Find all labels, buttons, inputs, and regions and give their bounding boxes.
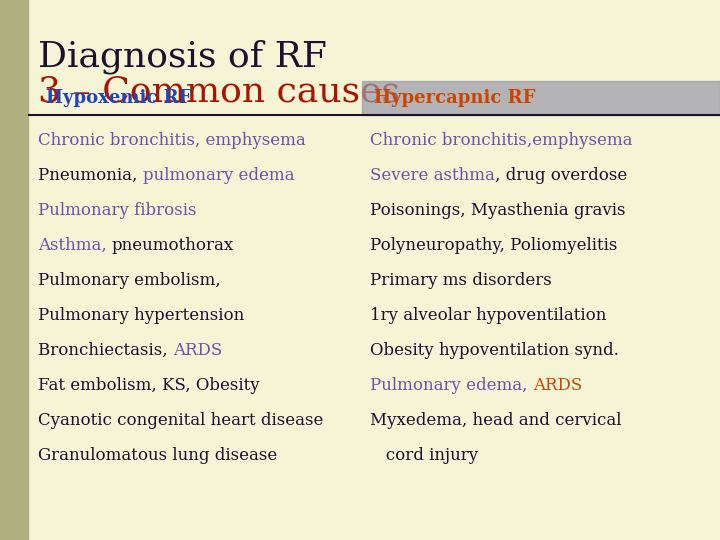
Text: Hypoxemic RF: Hypoxemic RF xyxy=(46,89,192,107)
Text: Poisonings, Myasthenia gravis: Poisonings, Myasthenia gravis xyxy=(370,202,626,219)
Text: Obesity hypoventilation synd.: Obesity hypoventilation synd. xyxy=(370,342,619,359)
Text: ARDS: ARDS xyxy=(173,342,222,359)
Text: Pulmonary fibrosis: Pulmonary fibrosis xyxy=(38,202,197,219)
Text: Bronchiectasis,: Bronchiectasis, xyxy=(38,342,173,359)
Text: Asthma,: Asthma, xyxy=(38,237,112,254)
Text: Severe asthma: Severe asthma xyxy=(370,167,495,184)
Text: 1ry alveolar hypoventilation: 1ry alveolar hypoventilation xyxy=(370,307,606,324)
Text: Granulomatous lung disease: Granulomatous lung disease xyxy=(38,447,277,464)
Text: Pulmonary embolism,: Pulmonary embolism, xyxy=(38,272,220,289)
Text: pulmonary edema: pulmonary edema xyxy=(143,167,294,184)
Text: ARDS: ARDS xyxy=(533,377,582,394)
Text: Chronic bronchitis, emphysema: Chronic bronchitis, emphysema xyxy=(38,132,306,149)
Text: Fat embolism, KS, Obesity: Fat embolism, KS, Obesity xyxy=(38,377,260,394)
Text: Pulmonary hypertension: Pulmonary hypertension xyxy=(38,307,244,324)
Text: 3 – Common causes: 3 – Common causes xyxy=(38,75,400,109)
Bar xyxy=(0,0,28,540)
Text: Primary ms disorders: Primary ms disorders xyxy=(370,272,552,289)
Text: Myxedema, head and cervical: Myxedema, head and cervical xyxy=(370,412,621,429)
Text: cord injury: cord injury xyxy=(370,447,478,464)
Text: Chronic bronchitis,emphysema: Chronic bronchitis,emphysema xyxy=(370,132,632,149)
Text: pneumothorax: pneumothorax xyxy=(112,237,234,254)
Text: Pneumonia,: Pneumonia, xyxy=(38,167,143,184)
Text: , drug overdose: , drug overdose xyxy=(495,167,627,184)
Text: Hypercapnic RF: Hypercapnic RF xyxy=(374,89,536,107)
Text: Pulmonary edema,: Pulmonary edema, xyxy=(370,377,533,394)
Text: Polyneuropathy, Poliomyelitis: Polyneuropathy, Poliomyelitis xyxy=(370,237,617,254)
Text: Cyanotic congenital heart disease: Cyanotic congenital heart disease xyxy=(38,412,323,429)
Bar xyxy=(362,81,720,115)
Text: Diagnosis of RF: Diagnosis of RF xyxy=(38,40,327,75)
